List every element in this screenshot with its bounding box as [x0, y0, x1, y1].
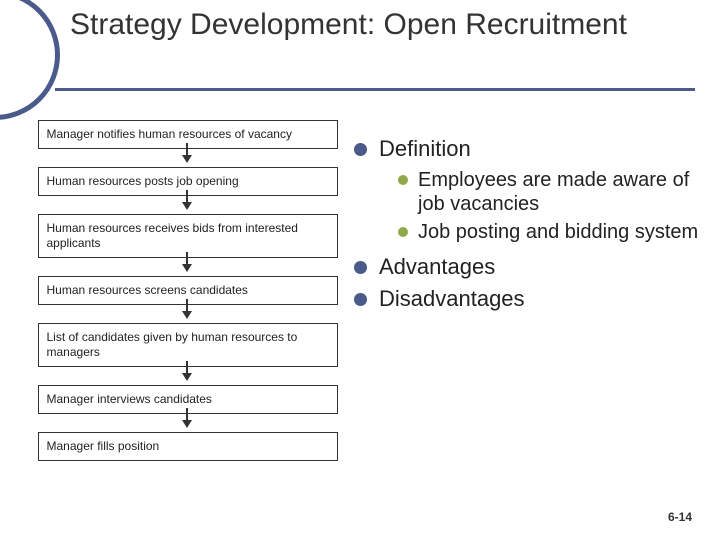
bullet-content: Definition Employees are made aware of j…: [340, 120, 700, 461]
bullet-icon: [354, 261, 367, 274]
list-item: Employees are made aware of job vacancie…: [398, 168, 700, 216]
list-item-label: Employees are made aware of job vacancie…: [418, 168, 700, 216]
flow-step: Manager interviews candidates: [38, 385, 338, 414]
list-item: Definition: [354, 136, 700, 162]
list-item: Advantages: [354, 254, 700, 280]
list-item-label: Job posting and bidding system: [418, 220, 698, 244]
sub-list: Employees are made aware of job vacancie…: [354, 168, 700, 244]
slide-title: Strategy Development: Open Recruitment: [0, 0, 720, 49]
list-item: Disadvantages: [354, 286, 700, 312]
list-item-label: Advantages: [379, 254, 495, 280]
flow-step: Manager fills position: [38, 432, 338, 461]
list-item-label: Disadvantages: [379, 286, 525, 312]
flow-step: List of candidates given by human resour…: [38, 323, 338, 367]
content-area: Manager notifies human resources of vaca…: [0, 120, 720, 461]
bullet-icon: [398, 227, 408, 237]
flow-step: Manager notifies human resources of vaca…: [38, 120, 338, 149]
bullet-icon: [398, 175, 408, 185]
flow-step: Human resources receives bids from inter…: [38, 214, 338, 258]
list-item: Job posting and bidding system: [398, 220, 700, 244]
page-number: 6-14: [668, 510, 692, 524]
flow-step: Human resources screens candidates: [38, 276, 338, 305]
bullet-icon: [354, 293, 367, 306]
title-underline: [55, 88, 695, 91]
bullet-icon: [354, 143, 367, 156]
flowchart: Manager notifies human resources of vaca…: [0, 120, 340, 461]
flow-step: Human resources posts job opening: [38, 167, 338, 196]
list-item-label: Definition: [379, 136, 471, 162]
